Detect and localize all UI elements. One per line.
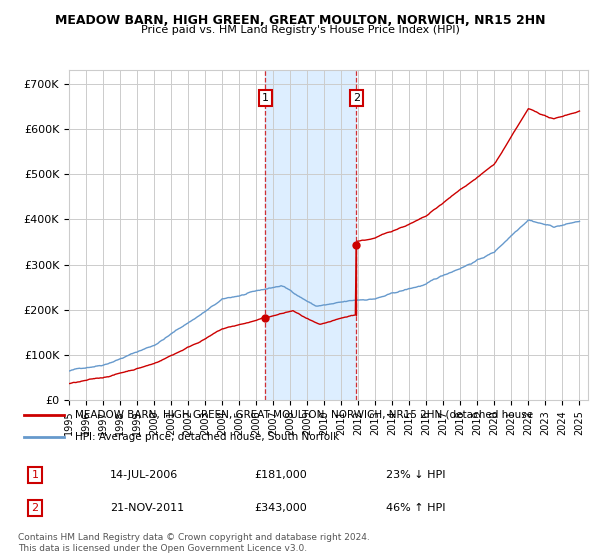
Text: 46% ↑ HPI: 46% ↑ HPI	[386, 503, 446, 513]
Text: MEADOW BARN, HIGH GREEN, GREAT MOULTON, NORWICH, NR15 2HN: MEADOW BARN, HIGH GREEN, GREAT MOULTON, …	[55, 14, 545, 27]
Text: £343,000: £343,000	[254, 503, 307, 513]
Text: 1: 1	[262, 93, 269, 103]
Text: 2: 2	[31, 503, 38, 513]
Text: £181,000: £181,000	[254, 470, 307, 480]
Bar	[265, 70, 356, 400]
Text: 14-JUL-2006: 14-JUL-2006	[110, 470, 178, 480]
Text: MEADOW BARN, HIGH GREEN, GREAT MOULTON, NORWICH, NR15 2HN (detached house: MEADOW BARN, HIGH GREEN, GREAT MOULTON, …	[76, 410, 533, 420]
Text: HPI: Average price, detached house, South Norfolk: HPI: Average price, detached house, Sout…	[76, 432, 340, 442]
Text: Price paid vs. HM Land Registry's House Price Index (HPI): Price paid vs. HM Land Registry's House …	[140, 25, 460, 35]
Text: 23% ↓ HPI: 23% ↓ HPI	[386, 470, 446, 480]
Text: 1: 1	[32, 470, 38, 480]
Text: 2: 2	[353, 93, 360, 103]
Text: 21-NOV-2011: 21-NOV-2011	[110, 503, 184, 513]
Text: Contains HM Land Registry data © Crown copyright and database right 2024.
This d: Contains HM Land Registry data © Crown c…	[18, 533, 370, 553]
